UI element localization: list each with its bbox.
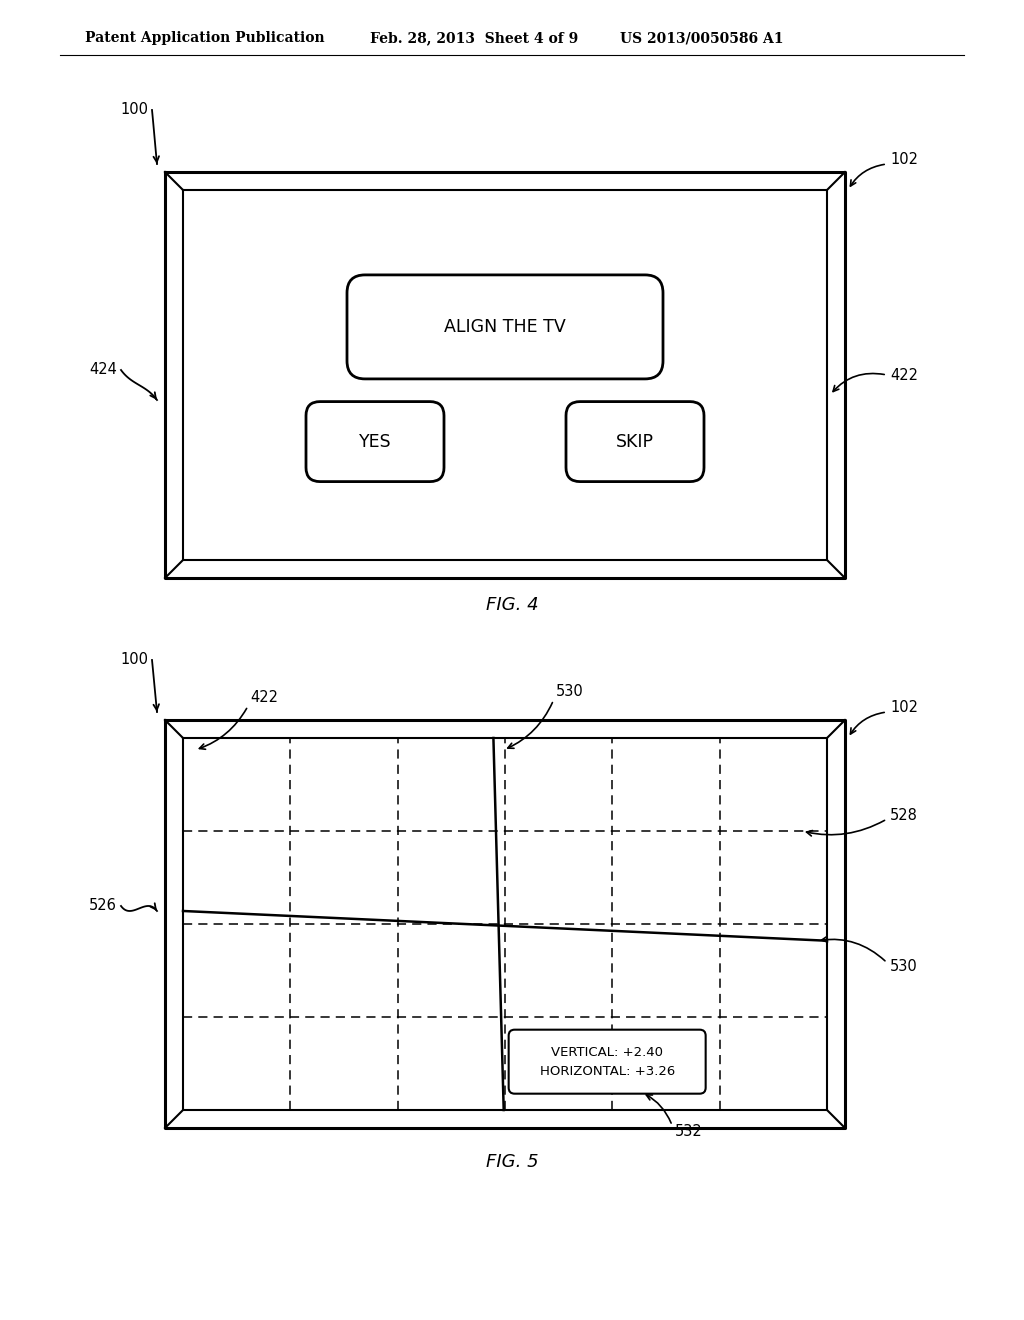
FancyBboxPatch shape bbox=[566, 401, 705, 482]
Text: SKIP: SKIP bbox=[616, 433, 654, 450]
Text: 100: 100 bbox=[120, 103, 148, 117]
Text: 100: 100 bbox=[120, 652, 148, 668]
Text: 526: 526 bbox=[89, 899, 117, 913]
Text: US 2013/0050586 A1: US 2013/0050586 A1 bbox=[620, 30, 783, 45]
Text: 530: 530 bbox=[556, 685, 584, 700]
Text: YES: YES bbox=[358, 433, 391, 450]
Text: VERTICAL: +2.40
HORIZONTAL: +3.26: VERTICAL: +2.40 HORIZONTAL: +3.26 bbox=[540, 1045, 675, 1077]
Text: 530: 530 bbox=[890, 960, 918, 974]
Text: FIG. 4: FIG. 4 bbox=[485, 597, 539, 614]
Text: FIG. 5: FIG. 5 bbox=[485, 1152, 539, 1171]
Text: Feb. 28, 2013  Sheet 4 of 9: Feb. 28, 2013 Sheet 4 of 9 bbox=[370, 30, 579, 45]
FancyBboxPatch shape bbox=[509, 1030, 706, 1094]
Text: 422: 422 bbox=[890, 367, 918, 383]
Text: 528: 528 bbox=[890, 808, 918, 824]
Text: Patent Application Publication: Patent Application Publication bbox=[85, 30, 325, 45]
Text: 102: 102 bbox=[890, 701, 918, 715]
FancyBboxPatch shape bbox=[306, 401, 444, 482]
Text: 422: 422 bbox=[250, 690, 278, 705]
Text: ALIGN THE TV: ALIGN THE TV bbox=[444, 318, 566, 335]
Text: 424: 424 bbox=[89, 363, 117, 378]
FancyBboxPatch shape bbox=[347, 275, 663, 379]
Text: 102: 102 bbox=[890, 153, 918, 168]
Text: 532: 532 bbox=[675, 1125, 702, 1139]
